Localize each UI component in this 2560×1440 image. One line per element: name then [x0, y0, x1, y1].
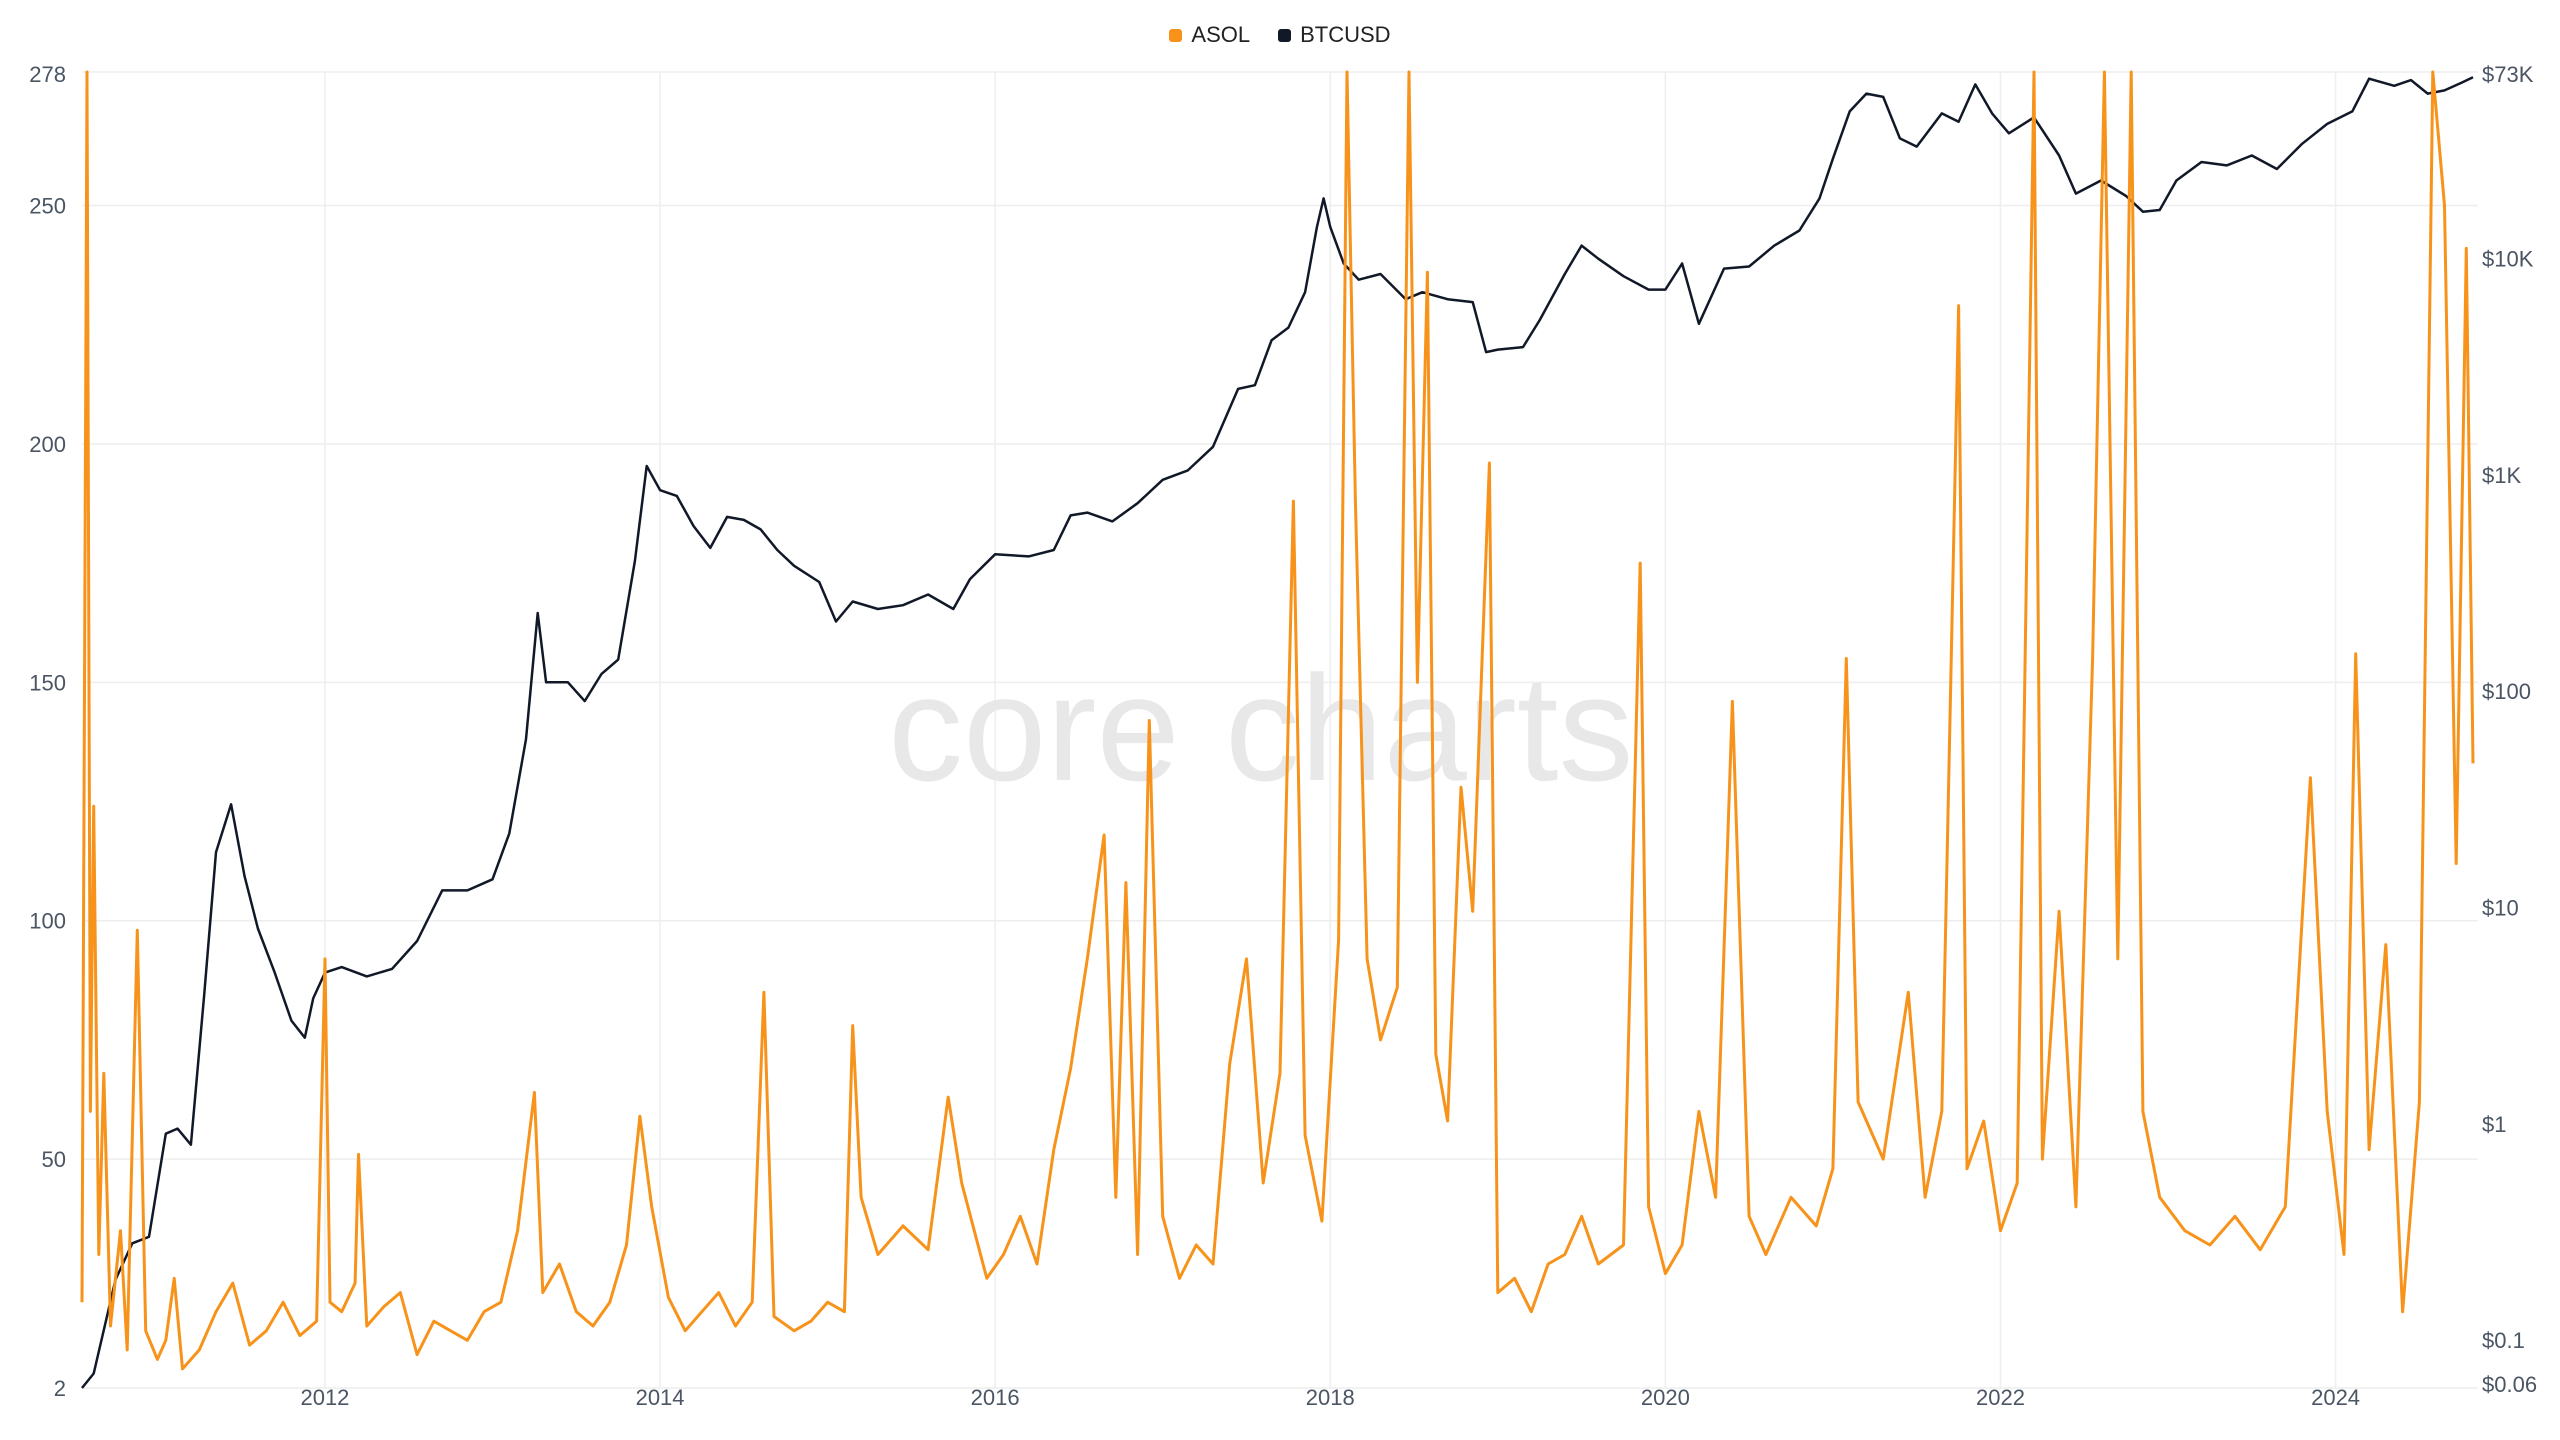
y-right-tick-label: $10K: [2482, 247, 2534, 272]
y-left-tick-label: 150: [29, 670, 66, 695]
x-tick-label: 2012: [300, 1385, 349, 1410]
y-right-tick-label: $1: [2482, 1112, 2506, 1137]
x-tick-label: 2020: [1641, 1385, 1690, 1410]
watermark: core charts: [888, 644, 1633, 812]
y-right-tick-label: $0.06: [2482, 1372, 2537, 1397]
x-tick-label: 2024: [2311, 1385, 2360, 1410]
legend-item-btcusd[interactable]: BTCUSD: [1278, 22, 1391, 48]
legend: ASOL BTCUSD: [0, 22, 2560, 48]
legend-swatch-asol: [1169, 28, 1183, 42]
y-left-tick-label: 50: [42, 1147, 66, 1172]
y-right-tick-label: $0.1: [2482, 1328, 2525, 1353]
legend-item-asol[interactable]: ASOL: [1169, 22, 1250, 48]
x-tick-label: 2016: [971, 1385, 1020, 1410]
x-tick-label: 2014: [636, 1385, 685, 1410]
legend-label-asol: ASOL: [1191, 22, 1251, 47]
y-right-tick-label: $1K: [2482, 463, 2521, 488]
y-left-tick-label: 100: [29, 909, 66, 934]
watermark-text-charts: charts: [1225, 644, 1633, 812]
y-right-tick-label: $10: [2482, 895, 2519, 920]
y-right-tick-label: $100: [2482, 679, 2531, 704]
legend-swatch-btcusd: [1278, 28, 1292, 42]
y-right-tick-label: $73K: [2482, 62, 2534, 87]
x-tick-label: 2018: [1306, 1385, 1355, 1410]
x-axis: 2012 2014 2016 2018 2020 2022 2024: [300, 1385, 2360, 1410]
y-left-tick-label: 278: [29, 62, 66, 87]
x-tick-label: 2022: [1976, 1385, 2025, 1410]
series-line-asol: [80, 70, 2475, 1371]
y-axis-right: $0.06 $0.1 $1 $10 $100 $1K $10K $73K: [2482, 62, 2537, 1397]
y-left-tick-label: 200: [29, 432, 66, 457]
y-left-tick-label: 2: [54, 1376, 66, 1401]
series-layer: [80, 70, 2475, 1389]
y-left-tick-label: 250: [29, 194, 66, 219]
legend-label-btcusd: BTCUSD: [1300, 22, 1391, 47]
watermark-text-core: core: [888, 644, 1180, 812]
